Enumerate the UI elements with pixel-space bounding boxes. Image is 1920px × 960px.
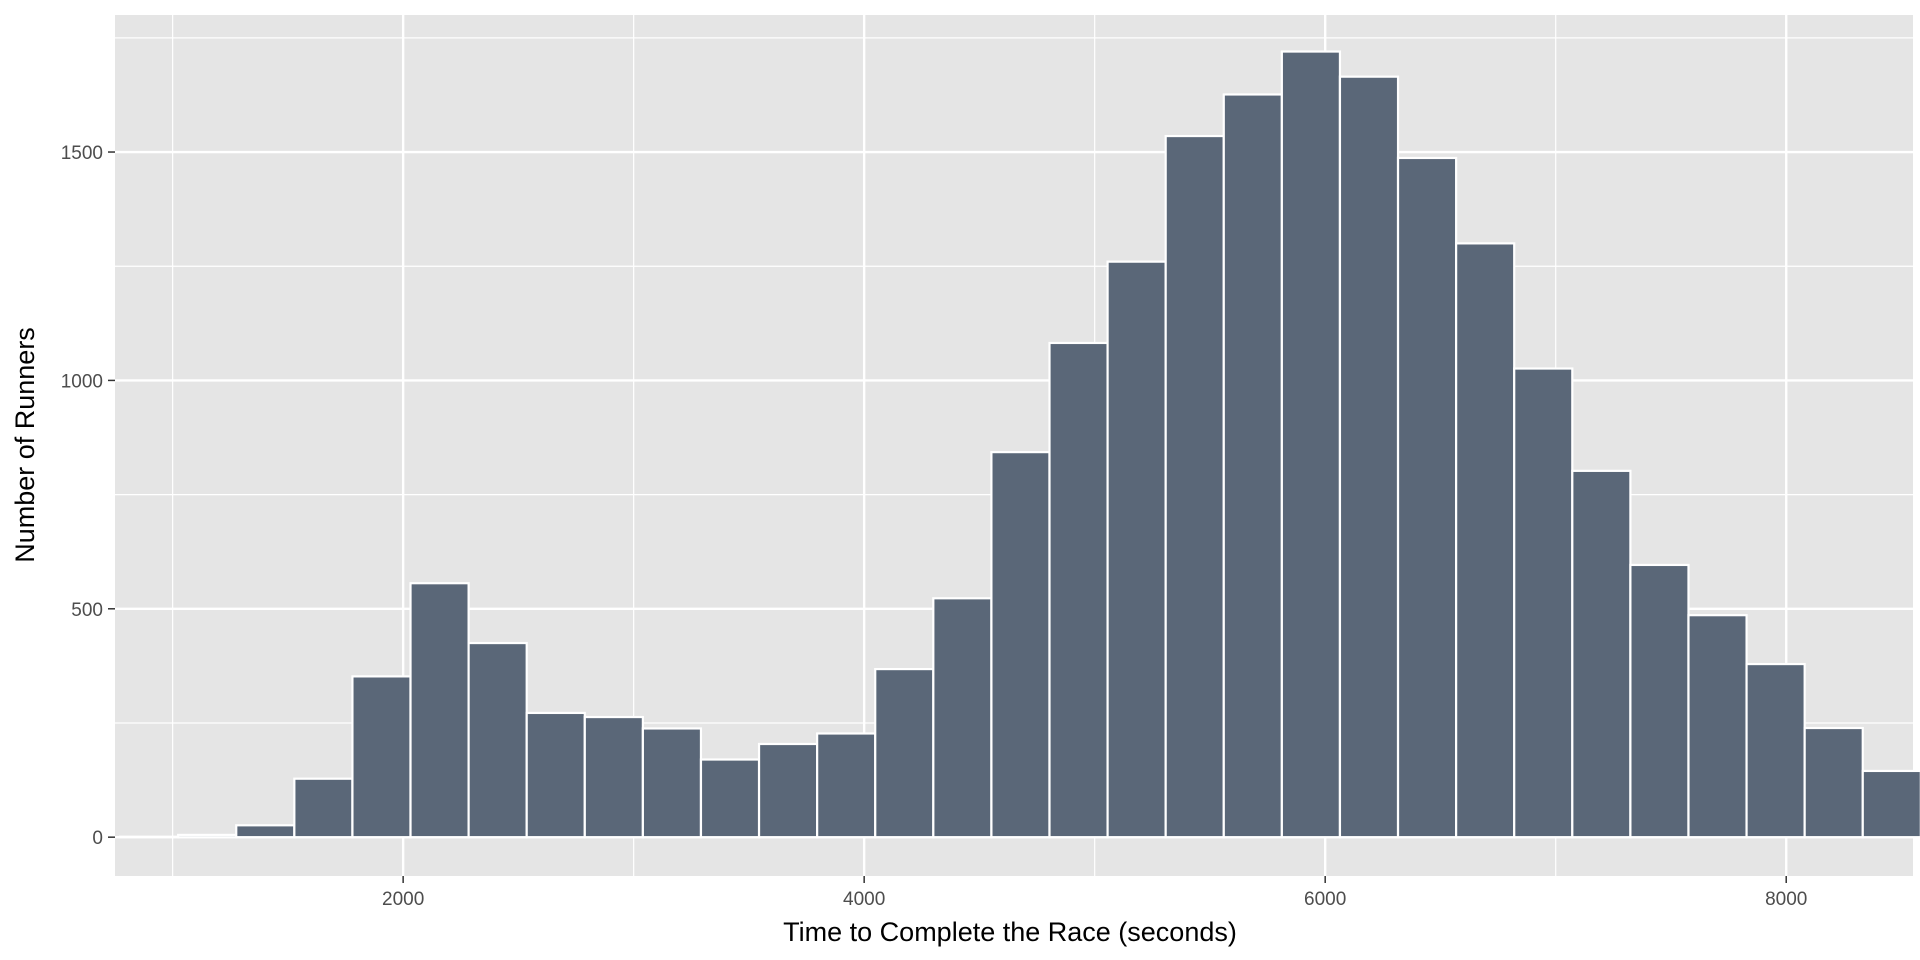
histogram-bar xyxy=(1513,367,1574,839)
histogram-bar xyxy=(1396,156,1458,839)
x-tick-label: 2000 xyxy=(382,889,424,910)
histogram-bar xyxy=(874,667,935,839)
histogram-bar xyxy=(1803,726,1864,839)
histogram-bar xyxy=(583,715,644,839)
histogram-bar xyxy=(757,742,819,839)
histogram-bar xyxy=(932,597,993,839)
histogram-bar xyxy=(409,582,470,839)
histogram-bar xyxy=(699,758,761,839)
histogram-bar xyxy=(1629,563,1690,839)
histogram-bar xyxy=(351,675,412,839)
histogram-bar xyxy=(1280,50,1342,839)
x-tick-label: 6000 xyxy=(1304,889,1346,910)
histogram-bar xyxy=(816,732,877,839)
y-axis-title: Number of Runners xyxy=(10,327,40,563)
histogram-bar xyxy=(525,711,586,839)
histogram-bar xyxy=(467,641,528,839)
histogram-bar xyxy=(641,727,703,839)
histogram-bar xyxy=(1455,242,1516,839)
histogram-bar xyxy=(1745,662,1806,839)
x-axis: 2000 4000 6000 8000 xyxy=(382,876,1807,910)
histogram-bar xyxy=(1164,134,1225,839)
y-tick-label: 0 xyxy=(92,828,103,849)
histogram-bar xyxy=(1687,614,1748,839)
histogram-bar xyxy=(1106,260,1167,839)
x-tick-label: 4000 xyxy=(843,889,885,910)
histogram-bar xyxy=(235,824,296,839)
histogram-bar xyxy=(1048,341,1109,839)
x-axis-title: Time to Complete the Race (seconds) xyxy=(783,917,1237,947)
y-tick-label: 500 xyxy=(71,600,103,621)
histogram-bar xyxy=(990,451,1051,839)
x-tick-label: 8000 xyxy=(1765,889,1807,910)
y-tick-label: 1500 xyxy=(61,143,103,164)
histogram-bar xyxy=(1338,75,1400,839)
histogram-bar xyxy=(1222,93,1283,839)
histogram-bar xyxy=(1861,769,1920,839)
histogram-bar xyxy=(1571,469,1632,839)
y-axis: 0 500 1000 1500 xyxy=(61,143,115,849)
histogram-bars xyxy=(118,50,1920,839)
histogram-bar xyxy=(293,777,354,839)
y-tick-label: 1000 xyxy=(61,371,103,392)
histogram-bar xyxy=(177,833,238,839)
